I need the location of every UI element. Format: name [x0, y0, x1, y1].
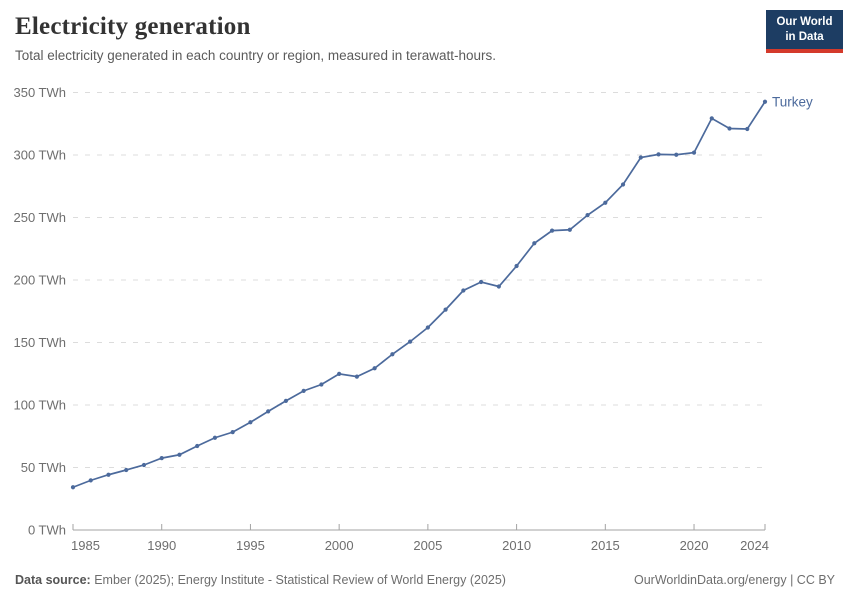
data-point[interactable]	[124, 467, 129, 473]
owid-logo-line2: in Data	[785, 30, 824, 43]
data-point[interactable]	[248, 420, 253, 425]
y-axis-tick-label: 100 TWh	[13, 398, 66, 413]
data-point[interactable]	[212, 435, 218, 440]
data-point[interactable]	[230, 430, 235, 435]
data-point[interactable]	[762, 99, 768, 104]
data-point[interactable]	[337, 371, 342, 376]
data-point[interactable]	[195, 443, 200, 449]
owid-logo[interactable]: Our World in Data	[766, 10, 843, 53]
data-point[interactable]	[354, 374, 359, 379]
x-axis-tick-label: 2010	[502, 538, 531, 553]
data-source-note: Data source: Ember (2025); Energy Instit…	[15, 573, 506, 587]
chart-footer: Data source: Ember (2025); Energy Instit…	[15, 573, 835, 587]
data-point[interactable]	[283, 398, 289, 403]
data-point[interactable]	[603, 200, 608, 205]
data-point[interactable]	[159, 456, 164, 461]
data-point[interactable]	[567, 227, 572, 232]
data-point[interactable]	[656, 152, 661, 157]
data-point[interactable]	[266, 409, 271, 414]
x-axis-tick-label: 2020	[680, 538, 709, 553]
series-label: Turkey	[772, 94, 813, 109]
data-point[interactable]	[106, 472, 111, 477]
data-point[interactable]	[390, 352, 395, 357]
y-axis-tick-label: 0 TWh	[28, 523, 66, 538]
x-axis-tick-label: 2024	[740, 538, 769, 553]
data-point[interactable]	[141, 462, 147, 468]
data-point[interactable]	[319, 382, 324, 387]
data-point[interactable]	[727, 126, 732, 131]
data-point[interactable]	[514, 263, 519, 269]
x-axis-tick-label: 1995	[236, 538, 265, 553]
y-axis-tick-label: 350 TWh	[13, 85, 66, 100]
data-point[interactable]	[549, 228, 555, 233]
credit-link[interactable]: OurWorldinData.org/energy | CC BY	[633, 573, 835, 587]
data-source-label: Data source:	[15, 573, 91, 587]
data-point[interactable]	[177, 452, 182, 457]
y-axis-tick-label: 50 TWh	[21, 460, 66, 475]
x-axis-tick-label: 1985	[71, 538, 100, 553]
data-point[interactable]	[425, 325, 430, 330]
data-point[interactable]	[443, 307, 448, 312]
data-point[interactable]	[691, 150, 697, 155]
chart-subtitle: Total electricity generated in each coun…	[15, 48, 496, 63]
data-point[interactable]	[585, 213, 590, 218]
owid-logo-line1: Our World	[776, 16, 833, 28]
y-axis-tick-label: 150 TWh	[13, 335, 66, 350]
chart-header: Electricity generation Total electricity…	[0, 0, 850, 63]
data-point[interactable]	[408, 339, 413, 344]
x-axis-tick-label: 1990	[147, 538, 176, 553]
data-point[interactable]	[709, 116, 714, 121]
data-point[interactable]	[301, 388, 306, 393]
data-source-text: Ember (2025); Energy Institute - Statist…	[90, 573, 506, 587]
data-point[interactable]	[70, 485, 76, 490]
data-point[interactable]	[745, 126, 750, 132]
x-axis-tick-label: 2015	[591, 538, 620, 553]
y-axis-tick-label: 200 TWh	[13, 273, 66, 288]
x-axis-tick-label: 2000	[325, 538, 354, 553]
series-line[interactable]	[72, 101, 766, 489]
data-point[interactable]	[620, 182, 626, 187]
data-point[interactable]	[88, 478, 93, 483]
data-point[interactable]	[638, 155, 643, 160]
data-point[interactable]	[372, 366, 377, 371]
data-point[interactable]	[479, 279, 484, 285]
data-point[interactable]	[461, 288, 466, 293]
page-title: Electricity generation	[15, 13, 251, 40]
y-axis-tick-label: 300 TWh	[13, 148, 66, 163]
data-point[interactable]	[532, 241, 537, 246]
data-series-turkey[interactable]: Turkey	[70, 94, 813, 490]
data-point[interactable]	[674, 152, 679, 157]
data-point[interactable]	[496, 284, 501, 289]
y-axis-tick-label: 250 TWh	[13, 210, 66, 225]
x-axis-tick-label: 2005	[413, 538, 442, 553]
line-chart[interactable]: 0 TWh 50 TWh 100 TWh 150 TWh 200 TWh 250 TWh 3…	[0, 80, 850, 565]
